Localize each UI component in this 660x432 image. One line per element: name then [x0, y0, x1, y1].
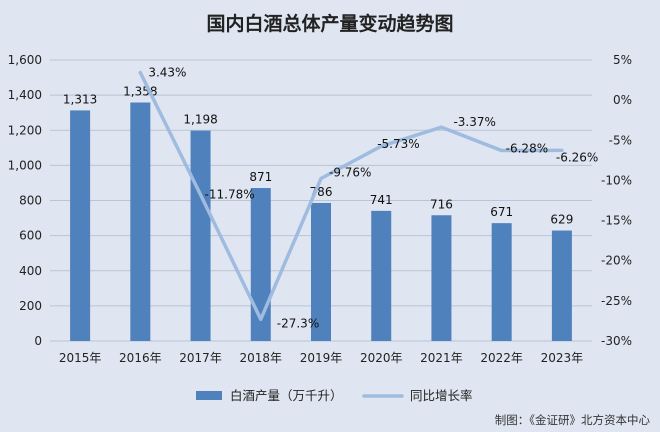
left-tick-label: 1,400	[8, 88, 42, 102]
bar-value-label: 871	[249, 170, 272, 184]
bar	[70, 110, 91, 341]
right-tick-label: -10%	[601, 173, 632, 187]
left-tick-label: 1,000	[8, 158, 42, 172]
left-tick-label: 400	[19, 264, 42, 278]
bar-value-label: 1,313	[63, 92, 97, 106]
right-tick-label: 0%	[613, 93, 632, 107]
right-tick-label: -5%	[609, 133, 632, 147]
x-tick-label: 2015年	[59, 351, 102, 365]
line-value-label: -6.26%	[556, 150, 598, 164]
left-tick-label: 600	[19, 229, 42, 243]
right-tick-label: -25%	[601, 294, 632, 308]
line-value-label: -5.73%	[377, 137, 419, 151]
line-data-labels: 3.43% -11.78% -27.3% -9.76% -5.73% -3.37% -6.2…	[148, 66, 598, 331]
legend-line-label: 同比增长率	[410, 388, 473, 403]
x-tick-label: 2021年	[420, 351, 463, 365]
line-series	[138, 70, 564, 322]
left-tick-label: 1,600	[8, 53, 42, 67]
bar-value-label: 629	[550, 213, 573, 227]
line-value-label: -27.3%	[277, 316, 319, 330]
line-value-label: -3.37%	[453, 115, 495, 129]
bar-value-label: 1,198	[183, 113, 217, 127]
legend: 白酒产量（万千升） 同比增长率	[196, 388, 473, 403]
bar	[431, 215, 452, 341]
bar	[551, 230, 572, 341]
bar-value-label: 741	[370, 193, 393, 207]
left-tick-label: 800	[19, 194, 42, 208]
line-value-label: -9.76%	[329, 166, 371, 180]
left-tick-label: 1,200	[8, 123, 42, 137]
growth-rate-line	[138, 70, 564, 322]
x-tick-label: 2017年	[179, 351, 222, 365]
bar-series	[70, 102, 572, 341]
right-tick-label: -20%	[601, 254, 632, 268]
left-axis-ticks: 0 200 400 600 800 1,000 1,200 1,400 1,600	[8, 53, 42, 348]
line-value-label: 3.43%	[148, 66, 186, 80]
line-value-label: -6.28%	[506, 142, 548, 156]
bar	[190, 130, 211, 341]
chart-title: 国内白酒总体产量变动趋势图	[206, 12, 453, 35]
source-note: 制图：《金证研》北方资本中心	[495, 413, 651, 427]
right-tick-label: -15%	[601, 214, 632, 228]
x-tick-label: 2016年	[119, 351, 162, 365]
x-axis-ticks: 2015年 2016年 2017年 2018年 2019年 2020年 2021年 2022年…	[59, 351, 583, 365]
legend-bar-swatch	[196, 391, 222, 400]
x-tick-label: 2020年	[360, 351, 403, 365]
right-tick-label: 5%	[613, 53, 632, 67]
bar	[311, 202, 331, 341]
legend-bar-label: 白酒产量（万千升）	[230, 388, 343, 403]
x-tick-label: 2019年	[300, 351, 343, 365]
x-tick-label: 2018年	[240, 351, 283, 365]
bar	[491, 223, 512, 341]
line-value-label: -11.78%	[205, 188, 255, 202]
bar	[371, 210, 392, 341]
left-tick-label: 200	[19, 299, 42, 313]
bar-value-label: 716	[430, 197, 453, 211]
bar	[250, 188, 271, 341]
right-axis-ticks: 5% 0% -5% -10% -15% -20% -25% -30%	[601, 53, 632, 348]
left-tick-label: 0	[34, 334, 42, 348]
x-tick-label: 2023年	[541, 351, 584, 365]
x-tick-label: 2022年	[480, 351, 523, 365]
bar	[130, 102, 151, 341]
right-tick-label: -30%	[601, 334, 632, 348]
bar-value-label: 671	[490, 205, 513, 219]
